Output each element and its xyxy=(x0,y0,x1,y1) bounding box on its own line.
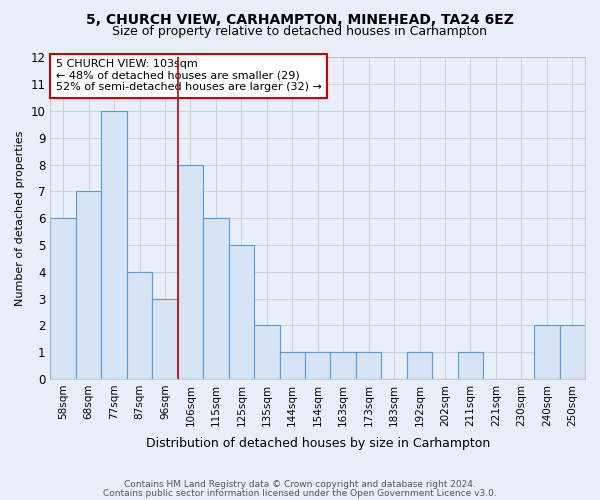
Bar xyxy=(76,192,101,379)
Bar xyxy=(407,352,432,379)
Bar xyxy=(152,298,178,379)
Text: Contains HM Land Registry data © Crown copyright and database right 2024.: Contains HM Land Registry data © Crown c… xyxy=(124,480,476,489)
Bar xyxy=(178,164,203,379)
Bar xyxy=(229,245,254,379)
Y-axis label: Number of detached properties: Number of detached properties xyxy=(15,130,25,306)
Text: Size of property relative to detached houses in Carhampton: Size of property relative to detached ho… xyxy=(113,25,487,38)
Bar xyxy=(127,272,152,379)
Bar xyxy=(280,352,305,379)
Bar xyxy=(356,352,382,379)
X-axis label: Distribution of detached houses by size in Carhampton: Distribution of detached houses by size … xyxy=(146,437,490,450)
Bar xyxy=(534,326,560,379)
Bar xyxy=(101,111,127,379)
Bar xyxy=(203,218,229,379)
Text: 5 CHURCH VIEW: 103sqm
← 48% of detached houses are smaller (29)
52% of semi-deta: 5 CHURCH VIEW: 103sqm ← 48% of detached … xyxy=(56,59,322,92)
Bar xyxy=(254,326,280,379)
Text: Contains public sector information licensed under the Open Government Licence v3: Contains public sector information licen… xyxy=(103,489,497,498)
Bar xyxy=(331,352,356,379)
Bar xyxy=(560,326,585,379)
Bar xyxy=(305,352,331,379)
Text: 5, CHURCH VIEW, CARHAMPTON, MINEHEAD, TA24 6EZ: 5, CHURCH VIEW, CARHAMPTON, MINEHEAD, TA… xyxy=(86,12,514,26)
Bar xyxy=(50,218,76,379)
Bar xyxy=(458,352,483,379)
